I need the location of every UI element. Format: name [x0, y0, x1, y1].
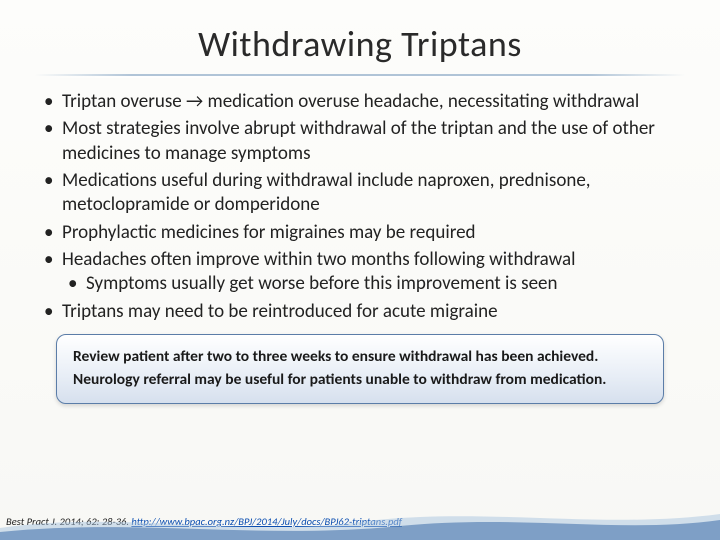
bullet-text: Headaches often improve within two month… [62, 248, 575, 271]
citation-prefix: Best Pract J. 2014; 62: 28-36. [6, 515, 131, 528]
list-item: Prophylactic medicines for migraines may… [40, 221, 686, 245]
list-item: Triptan overuse → medication overuse hea… [40, 90, 686, 114]
bullet-text: Most strategies involve abrupt withdrawa… [62, 117, 655, 164]
sub-list: Symptoms usually get worse before this i… [62, 272, 686, 296]
slide: Withdrawing Triptans Triptan overuse → m… [0, 0, 720, 540]
list-item: Triptans may need to be reintroduced for… [40, 300, 686, 324]
bullet-text: Triptans may need to be reintroduced for… [62, 300, 498, 323]
bullet-text: Triptan overuse → medication overuse hea… [62, 90, 639, 113]
bullet-text: Symptoms usually get worse before this i… [86, 272, 557, 295]
list-item: Medications useful during withdrawal inc… [40, 169, 686, 218]
bullet-text: Prophylactic medicines for migraines may… [62, 221, 476, 244]
callout-line: Neurology referral may be useful for pat… [73, 368, 647, 391]
list-item: Most strategies involve abrupt withdrawa… [40, 117, 686, 166]
callout-line: Review patient after two to three weeks … [73, 345, 647, 368]
list-item: Headaches often improve within two month… [40, 248, 686, 297]
citation-link[interactable]: http://www.bpac.org.nz/BPJ/2014/July/doc… [131, 515, 402, 528]
title-divider [34, 74, 686, 76]
callout-box: Review patient after two to three weeks … [56, 334, 664, 405]
bullet-list: Triptan overuse → medication overuse hea… [34, 90, 686, 324]
page-title: Withdrawing Triptans [34, 22, 686, 66]
citation: Best Pract J. 2014; 62: 28-36. http://ww… [6, 515, 402, 528]
bullet-text: Medications useful during withdrawal inc… [62, 169, 591, 216]
sub-list-item: Symptoms usually get worse before this i… [62, 272, 686, 296]
